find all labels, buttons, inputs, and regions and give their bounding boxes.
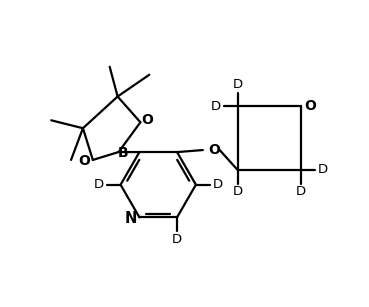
Text: O: O <box>304 99 316 113</box>
Text: O: O <box>208 143 220 157</box>
Text: O: O <box>141 113 153 127</box>
Text: D: D <box>213 178 223 191</box>
Text: B: B <box>117 146 128 160</box>
Text: D: D <box>318 163 328 176</box>
Text: D: D <box>172 233 182 246</box>
Text: D: D <box>211 100 221 113</box>
Text: N: N <box>124 211 137 226</box>
Text: D: D <box>232 78 242 91</box>
Text: D: D <box>296 185 306 198</box>
Text: O: O <box>78 154 90 168</box>
Text: D: D <box>94 178 104 191</box>
Text: D: D <box>232 185 242 198</box>
